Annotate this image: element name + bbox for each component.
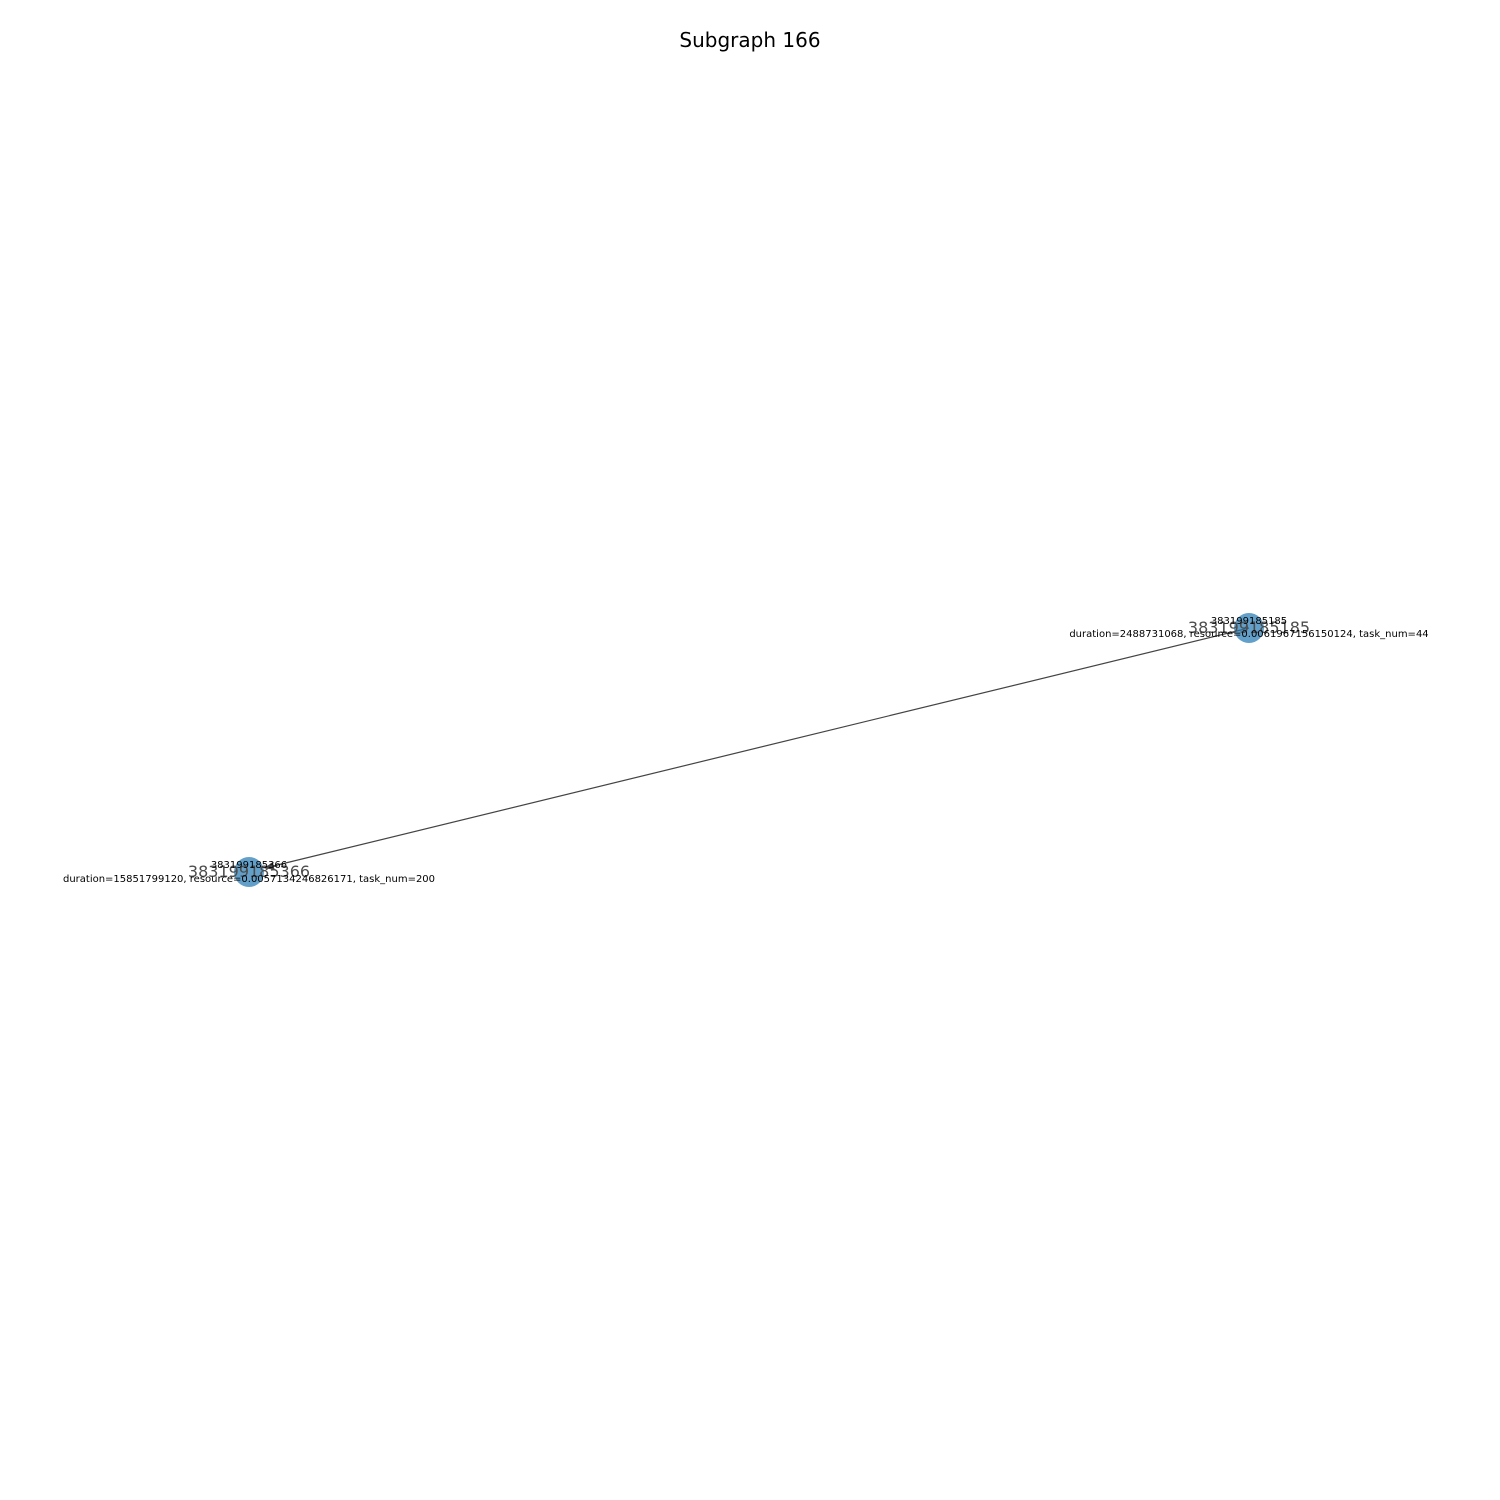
edge-383199185185-to-383199185366 <box>264 627 1250 870</box>
node-id-label-large: 383199185185 <box>1188 618 1310 637</box>
nodes-layer: 383199185185 383199185185 duration=24887… <box>63 613 1429 887</box>
node-attributes-label: duration=2488731068, resource=0.00619671… <box>1069 629 1428 640</box>
graph-title: Subgraph 166 <box>679 28 820 52</box>
graph-node[interactable]: 383199185366 383199185366 duration=15851… <box>63 857 435 887</box>
edges-layer <box>264 627 1250 870</box>
node-id-label-large: 383199185366 <box>188 862 310 881</box>
node-circle[interactable] <box>234 857 264 887</box>
node-id-label: 383199185366 <box>211 860 287 871</box>
graph-node[interactable]: 383199185185 383199185185 duration=24887… <box>1069 613 1429 643</box>
node-id-label: 383199185185 <box>1211 616 1287 627</box>
node-attributes-label: duration=15851799120, resource=0.0057134… <box>63 874 435 885</box>
node-circle[interactable] <box>1234 613 1264 643</box>
